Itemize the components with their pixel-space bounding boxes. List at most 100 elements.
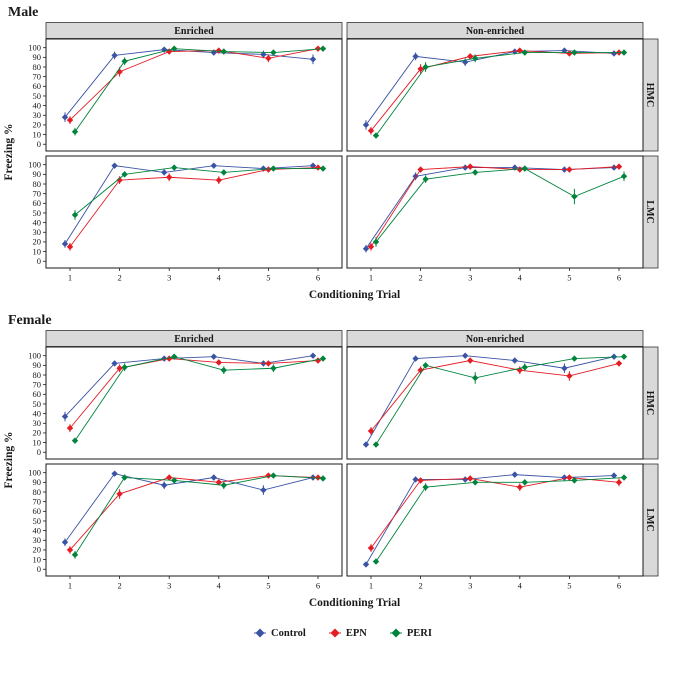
x-tick-label: 1 (369, 581, 373, 591)
data-point (472, 374, 479, 382)
y-tick-label: 0 (37, 564, 41, 574)
y-tick-label: 70 (33, 188, 42, 198)
series-line (375, 477, 625, 562)
series-epn (367, 163, 623, 251)
data-point (265, 360, 272, 367)
female-section: Female Freezing % Enriched Non-enriched HM… (0, 312, 685, 612)
legend-item-peri: PERI (389, 627, 432, 639)
y-tick-label: 40 (33, 217, 42, 227)
data-point (71, 437, 79, 444)
data-point (270, 472, 277, 479)
panel-background (46, 39, 342, 151)
data-point (561, 365, 568, 372)
data-point (171, 477, 178, 484)
data-point (265, 55, 272, 62)
y-tick-label: 70 (33, 496, 42, 506)
series-peri (372, 474, 628, 565)
data-point (571, 477, 578, 484)
data-point (467, 53, 474, 60)
row-strip-label: HMC (644, 83, 655, 107)
data-point (215, 479, 222, 486)
series-line (370, 360, 620, 432)
data-point (620, 353, 628, 360)
series-line (370, 477, 620, 549)
x-tick-label: 4 (217, 273, 222, 283)
x-tick-label: 5 (567, 273, 571, 283)
data-point (171, 164, 178, 171)
data-point (215, 176, 222, 184)
series-control (61, 352, 317, 422)
data-point (610, 472, 618, 479)
x-tick-label: 3 (468, 273, 472, 283)
y-axis-label: Freezing % (3, 123, 15, 181)
y-tick-label: 10 (33, 246, 42, 256)
y-tick-label: 30 (33, 227, 42, 237)
data-point (61, 240, 69, 248)
data-point (116, 176, 123, 184)
data-point (372, 132, 380, 139)
x-tick-label: 3 (167, 581, 171, 591)
y-tick-label: 40 (33, 525, 42, 535)
y-tick-label: 30 (33, 535, 42, 545)
legend-key-diamond (330, 628, 340, 638)
data-point (61, 413, 69, 420)
data-point (571, 355, 578, 362)
series-epn (66, 355, 322, 432)
data-point (61, 114, 69, 121)
panel-border (45, 155, 343, 269)
series-epn (66, 164, 322, 251)
data-point (615, 163, 623, 170)
x-tick-label: 2 (117, 273, 121, 283)
data-point (319, 355, 327, 362)
x-tick-label: 4 (518, 273, 523, 283)
data-point (412, 355, 419, 362)
data-point (620, 173, 628, 180)
data-point (220, 169, 227, 176)
series-peri (71, 164, 327, 220)
data-point (121, 364, 128, 371)
male-chart: Freezing % Enriched Non-enriched HMC LMC 0 10… (0, 22, 685, 304)
series-peri (372, 49, 628, 139)
data-point (71, 128, 79, 135)
data-point (210, 353, 217, 360)
y-tick-label: 40 (33, 100, 42, 110)
data-point (372, 441, 380, 448)
male-panel-grid: Enriched Non-enriched HMC LMC 0 10 20 30 40 50 60 7… (0, 22, 685, 288)
y-axis-label: Freezing % (3, 431, 15, 489)
y-tick-label: 0 (37, 256, 41, 266)
y-tick-label: 50 (33, 208, 42, 218)
data-point (610, 164, 618, 171)
panel-background (347, 39, 643, 151)
data-point (521, 479, 528, 486)
y-tick-label: 50 (33, 399, 42, 409)
panel-border (45, 463, 343, 577)
series-line (365, 474, 615, 565)
series-line (74, 167, 323, 216)
y-tick-label: 20 (33, 237, 42, 247)
figure: Male Freezing % Enriched Non-enriched HMC L… (0, 5, 685, 639)
y-tick-label: 80 (33, 487, 42, 497)
panel-lmc-non-enriched: 1 2 3 4 5 6 (346, 155, 644, 283)
x-tick-label: 4 (518, 581, 523, 591)
data-point (270, 165, 277, 172)
y-tick-label: 60 (33, 506, 42, 516)
series-line (69, 167, 319, 248)
y-tick-label: 10 (33, 554, 42, 564)
y-tick-label: 100 (28, 42, 41, 52)
column-strip-label: Non-enriched (466, 26, 525, 37)
data-point (571, 49, 578, 56)
female-chart: Freezing % Enriched Non-enriched HMC LMC 0 10… (0, 330, 685, 612)
data-point (66, 243, 74, 250)
data-point (620, 474, 628, 481)
y-tick-label: 80 (33, 179, 42, 189)
series-line (365, 355, 615, 445)
x-tick-label: 5 (266, 581, 270, 591)
data-point (215, 359, 222, 366)
data-point (171, 353, 178, 360)
panel-border (45, 346, 343, 460)
data-point (367, 427, 375, 435)
y-tick-label: 10 (33, 437, 42, 447)
